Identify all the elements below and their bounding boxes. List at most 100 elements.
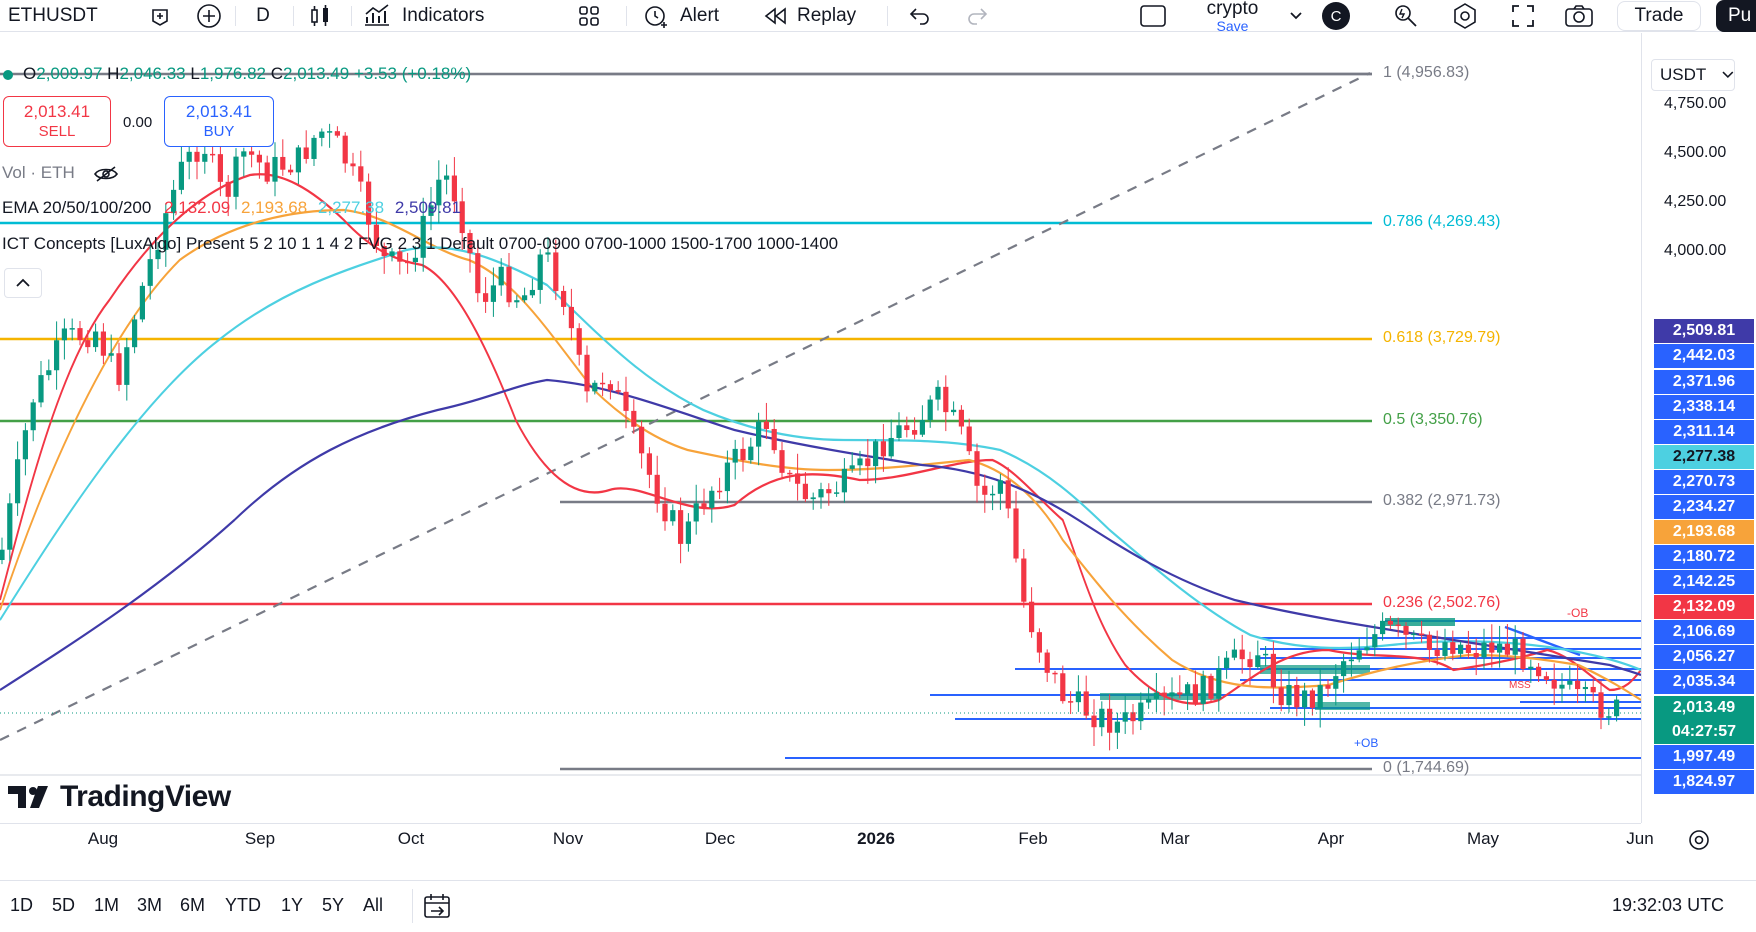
candle-body	[1356, 650, 1362, 660]
candle-body	[1380, 620, 1386, 635]
candle-body	[171, 189, 177, 214]
candle-body	[7, 503, 13, 550]
range-button[interactable]: All	[363, 895, 384, 915]
sell-button[interactable]: 2,013.41 SELL	[3, 96, 111, 147]
separator	[887, 6, 888, 26]
fib-level-label: 1 (4,956.83)	[1383, 64, 1470, 81]
candle-body	[1481, 642, 1487, 658]
currency-select[interactable]: USDT	[1651, 59, 1735, 91]
price-label: 2,338.14	[1654, 395, 1754, 419]
range-button[interactable]: 6M	[180, 895, 206, 915]
range-button[interactable]: 5Y	[322, 895, 345, 915]
redo-icon[interactable]	[962, 0, 992, 32]
candle-body	[615, 390, 621, 392]
layout-templates-icon[interactable]	[572, 0, 606, 32]
buy-button[interactable]: 2,013.41 BUY	[164, 96, 274, 147]
utc-clock[interactable]: 19:32:03 UTC	[1612, 895, 1725, 915]
candle-body	[1333, 676, 1339, 689]
candle-body	[467, 233, 473, 254]
range-button[interactable]: 1M	[94, 895, 120, 915]
candle-body	[61, 328, 67, 341]
fib-retracement[interactable]	[0, 72, 1641, 776]
candle-body	[1231, 649, 1237, 658]
candle-body	[1239, 649, 1245, 660]
chevron-down-icon[interactable]	[1286, 0, 1306, 32]
publish-button[interactable]: Pu	[1716, 0, 1756, 32]
goto-date-icon[interactable]	[421, 891, 453, 928]
replay-button[interactable]: Replay	[763, 0, 873, 32]
compare-symbol-icon[interactable]	[192, 0, 226, 32]
candle-body	[54, 340, 60, 371]
time-tick: Apr	[1317, 829, 1345, 848]
candle-body	[685, 521, 691, 544]
volume-legend[interactable]: Vol · ETH	[2, 163, 119, 183]
candle-body	[545, 252, 551, 255]
replay-icon	[764, 7, 786, 25]
candle-body	[951, 409, 957, 413]
layout-name-button[interactable]: crypto Save	[1195, 0, 1270, 33]
candle-type-icon[interactable]	[300, 0, 340, 32]
candle-body	[256, 154, 262, 163]
candle-body	[366, 181, 372, 225]
candle-body	[1075, 691, 1081, 703]
ict-concepts-legend[interactable]: ICT Concepts [LuxAlgo] Present 5 2 10 1 …	[2, 234, 838, 254]
candle-body	[1270, 653, 1276, 688]
candle-body	[990, 493, 996, 496]
range-button[interactable]: 5D	[52, 895, 76, 915]
alert-label: Alert	[680, 5, 720, 26]
trend-line-dashed[interactable]	[0, 72, 1371, 741]
candle-body	[1005, 480, 1011, 509]
settings-gear-icon[interactable]	[1448, 0, 1482, 32]
candle-body	[584, 354, 590, 392]
candle-body	[1497, 643, 1503, 653]
quick-search-icon[interactable]	[1389, 0, 1423, 32]
symbol-search[interactable]: ETHUSDT	[0, 0, 140, 32]
candle-body	[334, 131, 340, 136]
candle-body	[147, 259, 153, 286]
fullscreen-icon[interactable]	[1506, 0, 1540, 32]
collapse-legend-button[interactable]	[4, 268, 42, 298]
candle-body	[576, 328, 582, 355]
candle-body	[1395, 624, 1401, 627]
range-button[interactable]: YTD	[225, 895, 261, 915]
time-tick: Nov	[552, 829, 584, 848]
range-button[interactable]: 1Y	[281, 895, 304, 915]
candle-body	[1200, 675, 1206, 704]
candle-body	[225, 181, 231, 197]
candle-body	[1013, 508, 1019, 559]
price-chart[interactable]	[0, 33, 1641, 823]
alert-button[interactable]: Alert	[642, 0, 747, 32]
snapshot-camera-icon[interactable]	[1562, 0, 1596, 32]
time-scale[interactable]: Aug Sep Oct Nov Dec 2026 Feb Mar Apr May Jun	[0, 823, 1709, 853]
fvg-box	[1315, 702, 1370, 710]
candle-body	[498, 266, 504, 286]
time-tick: Dec	[704, 829, 736, 848]
candle-body	[1458, 644, 1464, 654]
layout-square-icon[interactable]	[1136, 0, 1170, 32]
price-label: 2,234.27	[1654, 495, 1754, 519]
range-button[interactable]: 3M	[137, 895, 163, 915]
interval-button[interactable]: D	[246, 0, 280, 32]
time-tick: Oct	[397, 829, 425, 848]
candle-body	[865, 458, 871, 467]
candle-body	[217, 154, 223, 182]
watchlist-add-icon[interactable]	[143, 0, 177, 32]
hidden-eye-icon[interactable]	[93, 165, 119, 183]
candle-body	[849, 465, 855, 469]
undo-icon[interactable]	[905, 0, 935, 32]
ema100-value: 2,277.38	[317, 198, 385, 217]
candle-body	[77, 328, 83, 341]
axis-settings-icon[interactable]	[1686, 827, 1712, 858]
range-button[interactable]: 1D	[10, 895, 34, 915]
fib-level-label: 0 (1,744.69)	[1383, 759, 1470, 776]
candle-body	[451, 175, 457, 202]
candle-body	[1590, 686, 1596, 693]
indicators-button[interactable]: Indicators	[362, 0, 552, 32]
candle-body	[1341, 661, 1347, 677]
candle-body	[1567, 680, 1573, 685]
candle-body	[631, 410, 637, 427]
candle-body	[1052, 672, 1058, 675]
account-avatar[interactable]: C	[1321, 0, 1351, 32]
trade-button[interactable]: Trade	[1617, 1, 1701, 31]
ema-legend[interactable]: EMA 20/50/100/200 2,132.09 2,193.68 2,27…	[2, 198, 461, 218]
